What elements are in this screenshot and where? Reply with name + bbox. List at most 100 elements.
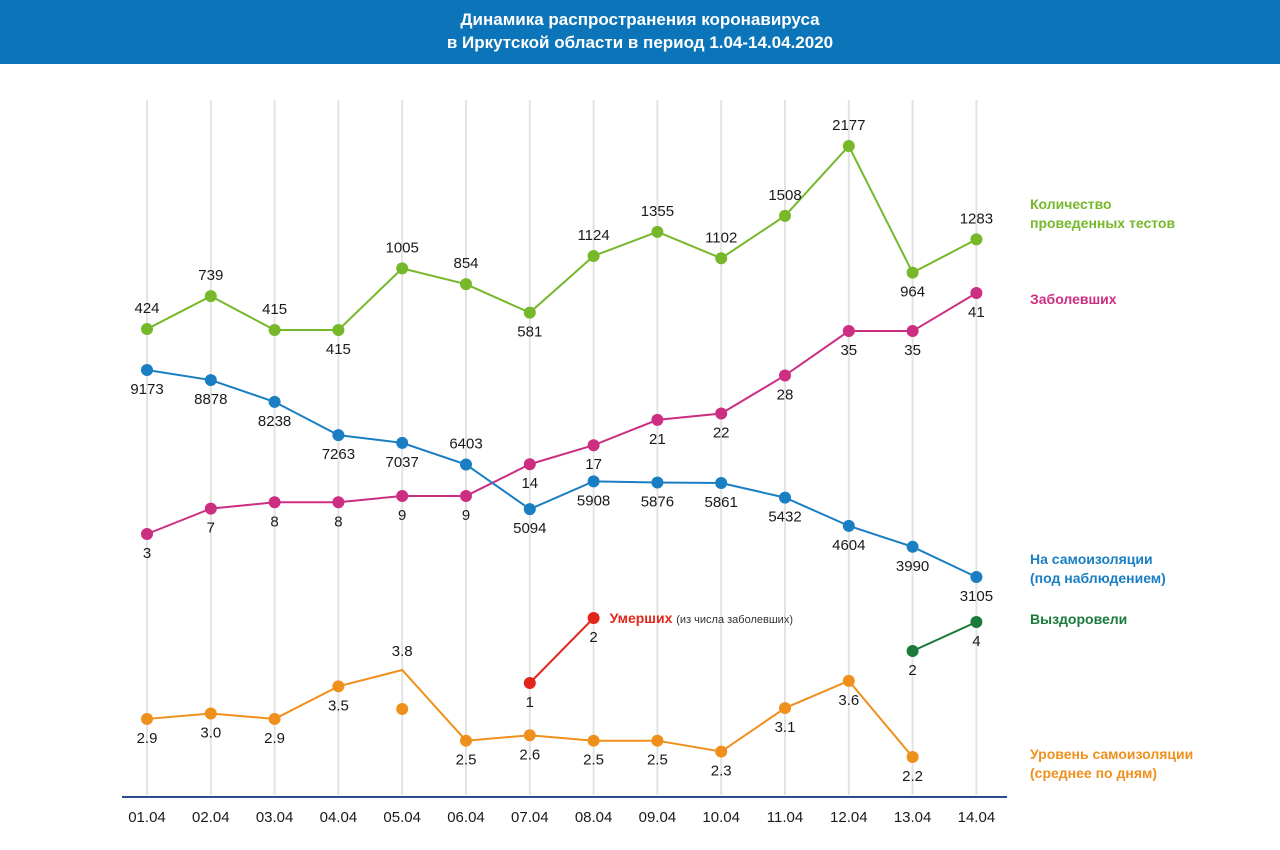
isolation-data-label: 6403 [449,435,482,452]
deaths-data-label: 1 [526,694,534,711]
isolation-point [204,374,217,387]
level-point [842,674,855,687]
level-point [332,680,345,693]
isolation-data-label: 7037 [386,454,419,471]
level-point [204,707,217,720]
tests-point [523,306,536,319]
sick-data-label: 9 [398,507,406,524]
x-tick-label: 12.04 [830,809,868,826]
tests-data-label: 1005 [386,239,419,256]
x-tick-label: 13.04 [894,809,932,826]
sick-point [396,489,409,502]
legend-label: На самоизоляции [1030,551,1153,567]
sick-point [268,496,281,509]
sick-data-label: 9 [462,507,470,524]
isolation-data-label: 7263 [322,446,355,463]
level-data-label: 2.9 [264,730,285,747]
sick-data-label: 14 [521,475,538,492]
sick-data-label: 21 [649,431,666,448]
legend-label: Выздоровели [1030,611,1128,627]
level-data-label: 2.5 [583,752,604,769]
isolation-point [970,571,983,583]
isolation-point [141,364,153,376]
x-tick-label: 11.04 [767,809,803,826]
legend-label-line2: проведенных тестов [1030,215,1176,231]
x-tick-label: 05.04 [383,809,421,826]
isolation-point [842,519,855,532]
tests-data-label: 739 [198,267,223,284]
sick-point [587,439,600,452]
recovered-series-line [912,621,977,652]
level-point [651,734,664,747]
tests-data-label: 964 [900,284,925,301]
x-tick-label: 06.04 [447,809,485,826]
sick-point [523,458,536,471]
level-data-label: 3.1 [775,719,796,736]
sick-point [906,325,919,338]
tests-data-label: 424 [134,300,159,317]
tests-point [141,323,153,336]
sick-data-label: 8 [334,513,342,530]
tests-data-label: 854 [453,255,478,272]
recovered-data-label: 2 [908,662,916,679]
level-point [396,703,409,715]
tests-point [842,140,855,152]
isolation-data-label: 9173 [130,381,163,398]
tests-point [970,233,983,246]
x-tick-label: 07.04 [511,809,549,826]
sick-data-label: 28 [777,386,794,403]
x-tick-label: 04.04 [320,809,358,826]
isolation-point [460,458,472,471]
isolation-point [523,503,536,516]
isolation-point [715,476,728,489]
legend-item: На самоизоляции (под наблюдением) [1030,550,1166,588]
tests-data-label: 1102 [705,229,737,246]
level-point [587,734,600,747]
tests-data-label: 1124 [577,227,609,244]
tests-data-label: 2177 [832,117,865,134]
isolation-data-label: 8238 [258,413,291,430]
sick-point [204,502,217,515]
tests-data-label: 581 [517,324,542,341]
level-data-label: 2.3 [711,763,732,780]
chart-subtitle: в Иркутской области в период 1.04-14.04.… [446,33,834,52]
tests-point [332,324,345,336]
tests-point [587,249,600,262]
sick-point [842,325,855,338]
tests-point [906,266,919,279]
sick-point [970,287,983,299]
level-data-label: 2.9 [137,730,158,747]
tests-point [715,252,728,265]
isolation-data-label: 5908 [577,492,610,509]
isolation-point [396,436,409,449]
isolation-point [779,491,791,504]
tests-data-label: 1355 [641,203,674,220]
sick-point [715,407,728,420]
sick-point [651,413,664,426]
legend-item: Выздоровели [1030,610,1127,629]
isolation-point [587,475,600,488]
level-data-label: 3.8 [392,643,413,660]
isolation-data-label: 3990 [896,558,929,575]
deaths-data-label: 2 [589,629,597,646]
sick-data-label: 7 [207,520,215,537]
x-tick-label: 02.04 [192,809,230,826]
level-data-label: 2.6 [519,746,540,763]
level-point [268,712,281,725]
level-data-label: 2.2 [902,768,923,785]
sick-point [460,489,472,502]
tests-point [779,209,791,222]
tests-point [204,290,217,303]
sick-data-label: 41 [968,304,985,321]
tests-point [396,262,409,275]
tests-data-label: 415 [262,301,287,318]
x-tick-label: 10.04 [702,809,740,826]
level-point [141,712,153,725]
tests-data-label: 415 [326,341,351,358]
isolation-data-label: 5876 [641,493,674,510]
level-data-label: 3.0 [200,725,221,742]
sick-data-label: 22 [713,425,730,442]
chart-header: Динамика распространения коронавируса в … [0,0,1280,64]
sick-data-label: 17 [585,456,602,473]
